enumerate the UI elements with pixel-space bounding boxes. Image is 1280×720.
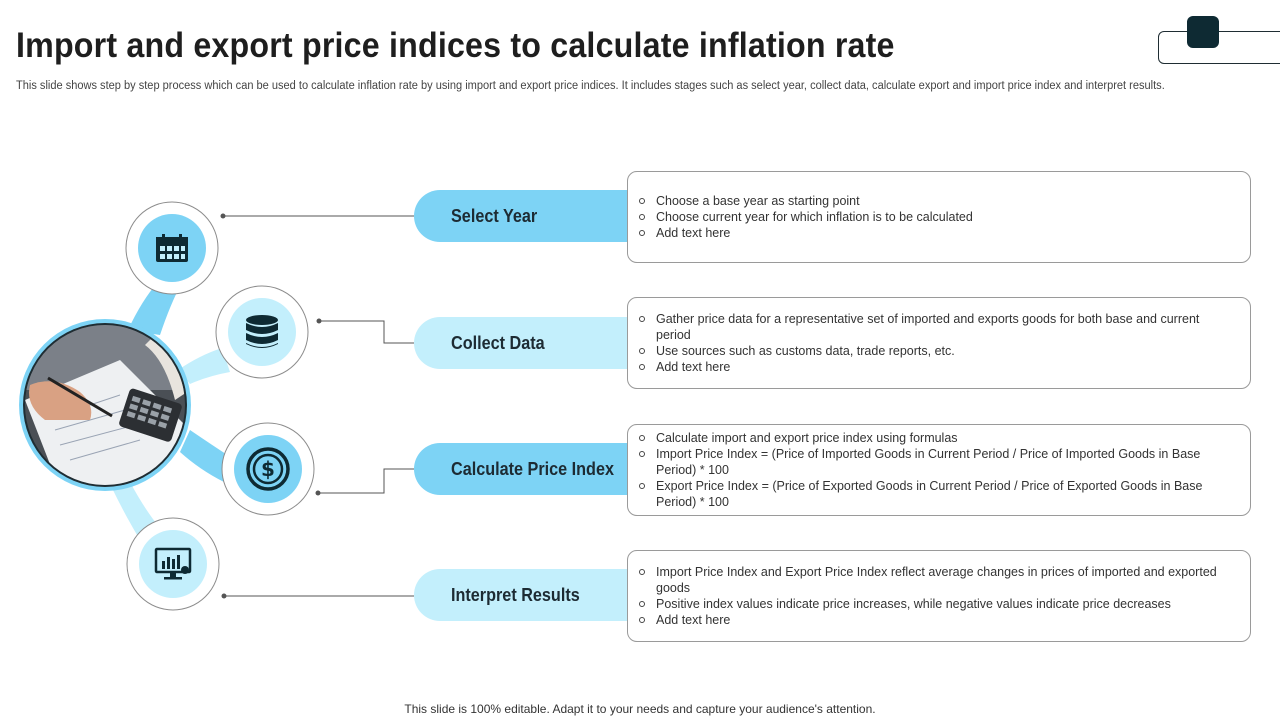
list-item: Export Price Index = (Price of Exported … bbox=[638, 478, 1236, 510]
footer-note: This slide is 100% editable. Adapt it to… bbox=[404, 702, 876, 716]
decorative-frame bbox=[1158, 31, 1280, 64]
stage-box-select-year: Choose a base year as starting point Cho… bbox=[627, 171, 1251, 263]
connector-select-year bbox=[128, 282, 182, 335]
list-item: Positive index values indicate price inc… bbox=[638, 596, 1236, 612]
stage-label-collect-data: Collect Data bbox=[414, 317, 628, 369]
leader-line-3 bbox=[318, 468, 414, 494]
stage-label-calculate-price-index: Calculate Price Index bbox=[414, 443, 628, 495]
stage-box-collect-data: Gather price data for a representative s… bbox=[627, 297, 1251, 389]
list-item: Import Price Index and Export Price Inde… bbox=[638, 564, 1236, 596]
list-item: Add text here bbox=[638, 359, 1236, 375]
database-icon bbox=[242, 312, 282, 352]
page-subtitle: This slide shows step by step process wh… bbox=[16, 80, 1165, 92]
list-item: Use sources such as customs data, trade … bbox=[638, 343, 1236, 359]
list-item: Add text here bbox=[638, 612, 1236, 628]
list-item: Add text here bbox=[638, 225, 1236, 241]
stage-box-interpret-results: Import Price Index and Export Price Inde… bbox=[627, 550, 1251, 642]
list-item: Choose current year for which inflation … bbox=[638, 209, 1236, 225]
list-item: Calculate import and export price index … bbox=[638, 430, 1236, 446]
leader-line-2 bbox=[319, 320, 414, 344]
monitor-chart-icon bbox=[153, 546, 193, 582]
stage-label-interpret-results: Interpret Results bbox=[414, 569, 628, 621]
calendar-icon bbox=[152, 232, 192, 264]
stage-label-select-year: Select Year bbox=[414, 190, 628, 242]
dollar-coin-icon: $ bbox=[246, 447, 290, 491]
calculator-photo bbox=[25, 325, 185, 485]
connector-calc-price bbox=[180, 430, 232, 482]
stage-box-calculate-price-index: Calculate import and export price index … bbox=[627, 424, 1251, 516]
connector-collect-data bbox=[178, 348, 230, 384]
list-item: Gather price data for a representative s… bbox=[638, 311, 1236, 343]
page-title: Import and export price indices to calcu… bbox=[16, 26, 895, 65]
decorative-square bbox=[1187, 16, 1219, 48]
list-item: Import Price Index = (Price of Imported … bbox=[638, 446, 1236, 478]
list-item: Choose a base year as starting point bbox=[638, 193, 1236, 209]
svg-text:$: $ bbox=[261, 457, 275, 481]
